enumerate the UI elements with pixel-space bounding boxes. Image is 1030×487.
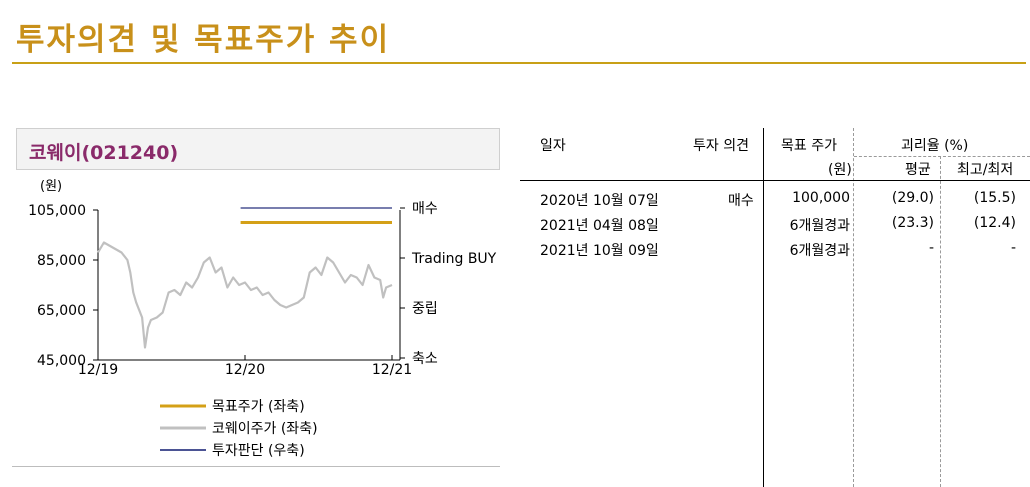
header-date: 일자 <box>540 138 566 154</box>
chart-title: 코웨이(021240) <box>29 142 179 164</box>
cell-date: 2021년 04월 08일 <box>540 218 659 234</box>
cell-average: (23.3) <box>891 215 934 231</box>
y2-tick-label: 매수 <box>412 201 438 217</box>
y-tick-label: 85,000 <box>37 253 86 269</box>
y-tick-label: 45,000 <box>37 353 86 369</box>
cell-highlow: - <box>1010 240 1016 256</box>
header-opinion: 투자 의견 <box>693 138 749 154</box>
page-title: 투자의견 및 목표주가 추이 <box>16 22 391 58</box>
x-tick-label: 12/20 <box>225 362 265 378</box>
cell-highlow: (15.5) <box>973 190 1016 206</box>
header-target-unit: (원) <box>828 162 852 178</box>
header-target: 목표 주가 <box>781 138 837 154</box>
title-rule <box>12 62 1026 64</box>
cell-opinion: 매수 <box>728 193 754 209</box>
cell-average: - <box>928 240 934 256</box>
y-tick-label: 65,000 <box>37 303 86 319</box>
y2-tick-label: 중립 <box>412 301 438 317</box>
table-divider <box>854 156 1030 157</box>
cell-average: (29.0) <box>891 190 934 206</box>
price-chart: (원) 105,000 85,000 65,000 45,000 매수 Trading BU… <box>28 179 497 459</box>
header-highlow: 최고/최저 <box>957 162 1014 178</box>
header-deviation: 괴리율 (%) <box>901 138 969 154</box>
cell-target: 6개월경과 <box>789 243 850 259</box>
header-average: 평균 <box>905 162 931 178</box>
table-header-rule <box>520 180 1030 181</box>
legend-label: 코웨이주가 (좌축) <box>212 421 318 437</box>
legend-label: 투자판단 (우축) <box>212 443 305 459</box>
stock-price-line <box>97 241 393 349</box>
x-tick-label: 12/19 <box>78 362 118 378</box>
cell-highlow: (12.4) <box>973 215 1016 231</box>
x-tick-label: 12/21 <box>372 362 412 378</box>
y-axis-label: (원) <box>40 179 62 194</box>
cell-date: 2020년 10월 07일 <box>540 193 659 209</box>
y2-tick-label: Trading BUY <box>411 251 497 267</box>
table-divider <box>940 156 941 487</box>
table-divider <box>853 128 854 487</box>
cell-date: 2021년 10월 09일 <box>540 243 659 259</box>
chart-bottom-rule <box>12 466 500 467</box>
legend-label: 목표주가 (좌축) <box>212 399 305 415</box>
cell-target: 6개월경과 <box>789 218 850 234</box>
y-tick-label: 105,000 <box>28 203 86 219</box>
cell-target: 100,000 <box>792 190 850 206</box>
y2-tick-label: 축소 <box>412 351 438 367</box>
chart-header-box: 코웨이(021240) <box>16 128 500 170</box>
table-divider <box>763 128 764 487</box>
target-price-table: 일자 투자 의견 목표 주가 (원) 괴리율 (%) 평균 최고/최저 2020… <box>520 128 1030 487</box>
